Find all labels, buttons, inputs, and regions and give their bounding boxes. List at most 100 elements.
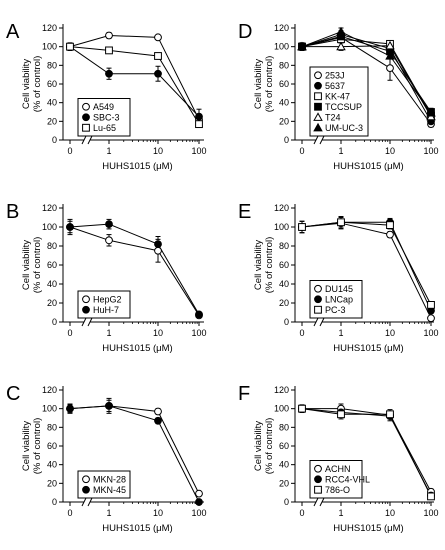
y-tick-label: 0 xyxy=(52,497,57,507)
legend-marker xyxy=(314,475,322,484)
y-tick-label: 60 xyxy=(47,441,57,451)
x-tick-label: 0 xyxy=(67,328,72,338)
y-tick-label: 80 xyxy=(47,422,57,432)
x-tick-label: 10 xyxy=(153,328,163,338)
legend-marker xyxy=(313,112,323,121)
x-axis-break xyxy=(319,497,325,507)
data-point xyxy=(195,112,203,121)
data-point xyxy=(66,404,74,413)
legend-label: DU145 xyxy=(325,284,353,294)
y-tick-label: 60 xyxy=(47,79,57,89)
series-line xyxy=(301,221,432,306)
x-axis-break xyxy=(87,135,93,145)
data-point xyxy=(105,46,113,55)
legend-label: 253J xyxy=(325,70,345,80)
x-tick-label: 1 xyxy=(338,508,343,518)
panel-f: F 0 20 40 60 80 100 120 0 1 10 100 HUHS1015 (μM) Cell… xyxy=(238,383,439,534)
legend-label: PC-3 xyxy=(325,305,346,315)
legend-label: MKN-28 xyxy=(93,474,126,484)
panel-e: E 0 20 40 60 80 100 120 0 1 10 100 HUHS1015 (μM) Cell… xyxy=(238,201,439,354)
x-tick-label: 100 xyxy=(423,328,438,338)
data-point xyxy=(298,404,306,413)
data-point xyxy=(427,492,435,501)
y-tick-label: 40 xyxy=(279,460,289,470)
x-axis-title: HUHS1015 (μM) xyxy=(333,523,403,534)
panel-letter: F xyxy=(238,383,250,405)
legend-label: RCC4-VHL xyxy=(325,474,370,484)
legend-marker xyxy=(82,102,90,111)
y-axis-title: (% of control) xyxy=(32,56,43,113)
data-point xyxy=(386,221,394,229)
y-tick-label: 20 xyxy=(47,298,57,308)
legend-marker xyxy=(314,305,322,314)
data-point xyxy=(385,40,395,50)
y-tick-label: 60 xyxy=(279,260,289,270)
x-axis-break xyxy=(81,497,87,507)
series-line xyxy=(69,226,200,316)
legend-marker xyxy=(82,305,90,314)
y-tick-label: 120 xyxy=(42,385,57,395)
legend-marker xyxy=(82,295,90,304)
legend-marker xyxy=(314,284,322,293)
x-tick-label: 100 xyxy=(191,508,206,518)
series-line xyxy=(69,46,200,125)
data-point xyxy=(297,41,307,51)
y-tick-label: 0 xyxy=(52,135,57,145)
legend-label: SBC-3 xyxy=(93,112,120,122)
legend-label: A549 xyxy=(93,102,114,112)
y-tick-label: 100 xyxy=(274,42,289,52)
y-axis-title: (% of control) xyxy=(32,418,43,475)
panel-letter: E xyxy=(238,201,251,223)
legend-marker xyxy=(314,71,322,80)
y-axis-title: (% of control) xyxy=(32,237,43,294)
x-tick-label: 1 xyxy=(106,328,111,338)
legend-label: Lu-65 xyxy=(93,123,116,133)
x-tick-label: 10 xyxy=(385,146,395,156)
y-tick-label: 40 xyxy=(47,279,57,289)
data-point xyxy=(105,31,113,40)
legend-marker xyxy=(314,295,322,304)
data-point xyxy=(336,41,346,51)
x-axis-break xyxy=(87,497,93,507)
panel-b: B 0 20 40 60 80 100 120 0 1 10 100 HUHS1015 (μM) Cell… xyxy=(6,201,207,354)
x-tick-label: 10 xyxy=(153,146,163,156)
x-tick-label: 1 xyxy=(106,508,111,518)
y-axis-title: Cell viability xyxy=(21,421,32,471)
data-point xyxy=(195,498,203,506)
x-tick-label: 1 xyxy=(338,328,343,338)
data-point xyxy=(386,230,394,239)
legend-marker xyxy=(82,113,90,122)
data-point xyxy=(386,410,394,419)
y-tick-label: 0 xyxy=(284,497,289,507)
data-point xyxy=(105,401,113,410)
x-axis-break xyxy=(313,135,319,145)
data-point xyxy=(427,314,435,323)
y-axis-title: (% of control) xyxy=(264,56,275,113)
legend-label: UM-UC-3 xyxy=(325,123,363,133)
series-line xyxy=(69,405,200,503)
x-axis-break xyxy=(313,317,319,327)
series-line xyxy=(69,223,200,315)
x-axis-break xyxy=(313,497,319,507)
data-point xyxy=(154,33,162,42)
x-tick-label: 1 xyxy=(106,146,111,156)
legend-label: ACHN xyxy=(325,464,351,474)
series-line xyxy=(301,38,432,116)
series-line xyxy=(302,45,432,117)
y-tick-label: 60 xyxy=(47,260,57,270)
legend-marker xyxy=(314,102,322,111)
y-tick-label: 40 xyxy=(279,98,289,108)
legend-label: TCCSUP xyxy=(325,102,362,112)
x-axis-title: HUHS1015 (μM) xyxy=(333,343,403,354)
data-point xyxy=(154,416,162,425)
x-tick-label: 100 xyxy=(423,146,438,156)
y-tick-label: 40 xyxy=(279,279,289,289)
x-axis-break xyxy=(319,317,325,327)
data-point xyxy=(66,42,74,51)
legend-marker xyxy=(82,123,90,132)
x-axis-break xyxy=(319,135,325,145)
x-axis-break xyxy=(81,135,87,145)
legend-marker xyxy=(314,485,322,494)
x-tick-label: 0 xyxy=(299,508,304,518)
